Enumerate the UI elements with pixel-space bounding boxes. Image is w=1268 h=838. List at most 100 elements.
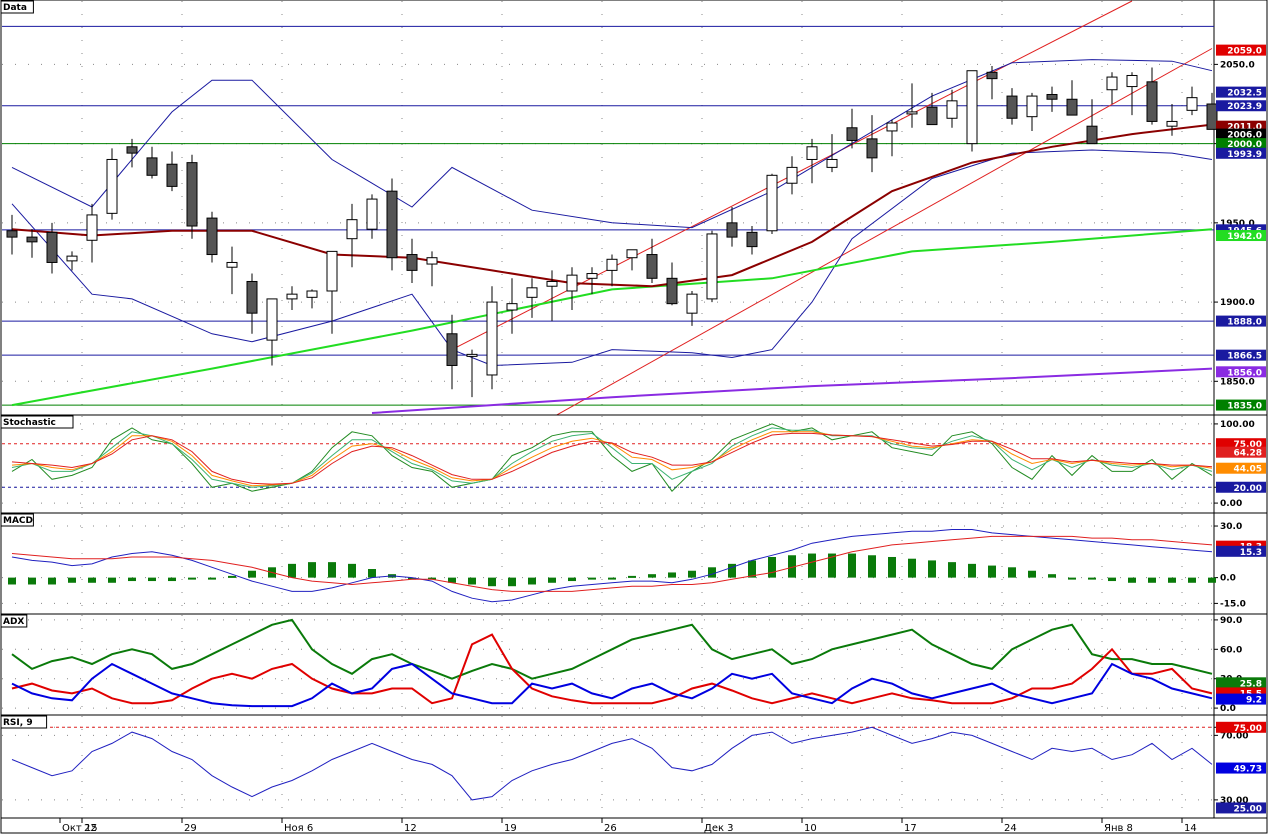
candle[interactable] (106, 158, 118, 214)
macd-histogram-bar (488, 577, 496, 587)
candle[interactable] (686, 293, 698, 314)
value-badge-text: 1888.0 (1227, 318, 1262, 328)
adx-series-line (11, 633, 1213, 705)
candle[interactable] (446, 333, 458, 366)
candle[interactable] (1126, 74, 1138, 88)
macd-histogram-bar (448, 577, 456, 583)
candle[interactable] (286, 293, 298, 300)
value-badge-bg (1216, 366, 1266, 378)
macd-histogram-bar (8, 577, 16, 585)
candle[interactable] (166, 163, 178, 187)
candle[interactable] (786, 166, 798, 184)
candle[interactable] (386, 190, 398, 259)
candle[interactable] (526, 287, 538, 298)
panel-title: Stochastic (3, 418, 56, 428)
candle[interactable] (806, 146, 818, 160)
candle[interactable] (246, 280, 258, 314)
candle[interactable] (946, 100, 958, 119)
panel-title-tab (0, 0, 34, 14)
candle[interactable] (926, 106, 938, 126)
candle[interactable] (46, 231, 58, 263)
candle[interactable] (586, 273, 598, 279)
x-tick-label: 19 (504, 823, 517, 834)
value-badge-text: 15.3 (1240, 548, 1262, 558)
candle[interactable] (1166, 120, 1178, 127)
candle[interactable] (1086, 125, 1098, 145)
candle[interactable] (1186, 97, 1198, 111)
candle[interactable] (226, 261, 238, 268)
value-badge-text: 1866.5 (1227, 352, 1262, 362)
candle[interactable] (646, 254, 658, 279)
candle[interactable] (986, 71, 998, 80)
candle[interactable] (866, 138, 878, 159)
candle[interactable] (6, 230, 18, 238)
value-badge-bg (1216, 224, 1266, 236)
macd-series-line (11, 529, 1213, 603)
candle[interactable] (1206, 103, 1218, 130)
candle[interactable] (406, 254, 418, 271)
candle[interactable] (466, 353, 478, 357)
candle[interactable] (846, 127, 858, 141)
candle[interactable] (1046, 93, 1058, 100)
candle[interactable] (626, 249, 638, 259)
panel-title: Data (3, 3, 27, 13)
candle[interactable] (666, 277, 678, 305)
panel-frame (0, 512, 1215, 615)
candle[interactable] (486, 301, 498, 376)
value-badge: 20.00 (1216, 481, 1266, 494)
value-badge: 44.05 (1216, 462, 1266, 475)
candle[interactable] (966, 70, 978, 145)
macd-histogram-bar (548, 577, 556, 583)
candle[interactable] (86, 214, 98, 241)
value-badge: 9.2 (1216, 693, 1266, 706)
candle[interactable] (546, 280, 558, 287)
value-badge: 2023.9 (1216, 100, 1266, 112)
value-badge-bg (1216, 545, 1266, 557)
adx-series-line (11, 662, 1213, 708)
candle[interactable] (66, 255, 78, 262)
candle[interactable] (1106, 76, 1118, 91)
candle[interactable] (726, 222, 738, 238)
candle[interactable] (146, 157, 158, 176)
candle[interactable] (326, 250, 338, 292)
value-badge-bg (1216, 138, 1266, 150)
candle[interactable] (1026, 95, 1038, 118)
candle[interactable] (886, 122, 898, 132)
candle[interactable] (746, 231, 758, 248)
macd-histogram-bar (88, 577, 96, 583)
candle[interactable] (606, 258, 618, 271)
candle[interactable] (506, 303, 518, 311)
candle[interactable] (906, 111, 918, 115)
candle[interactable] (306, 290, 318, 298)
candle[interactable] (1146, 81, 1158, 122)
macd-histogram-bar (608, 577, 616, 580)
candle[interactable] (566, 274, 578, 292)
candle[interactable] (426, 257, 438, 265)
candle[interactable] (366, 198, 378, 230)
value-badge: 1993.9 (1216, 147, 1266, 160)
candle[interactable] (26, 236, 38, 243)
candle[interactable] (826, 158, 838, 168)
panel-frame (0, 613, 1215, 716)
candle[interactable] (266, 298, 278, 341)
candle[interactable] (186, 162, 198, 227)
y-tick-label: 1900.0 (1220, 298, 1255, 308)
rsi-series-line (11, 726, 1213, 801)
candle[interactable] (1006, 95, 1018, 119)
macd-histogram-bar (1088, 577, 1096, 580)
candle[interactable] (346, 219, 358, 240)
candle[interactable] (206, 217, 218, 256)
macd-histogram-bar (48, 577, 56, 585)
candle[interactable] (706, 233, 718, 300)
value-badge-text: 1993.9 (1227, 150, 1262, 160)
value-badge: 1888.0 (1216, 315, 1266, 328)
value-badge-bg (1216, 677, 1266, 689)
value-badge-bg (1216, 315, 1266, 327)
candle[interactable] (1066, 98, 1078, 116)
candle[interactable] (766, 174, 778, 232)
candle[interactable] (126, 146, 138, 154)
panel-title: RSI, 9 (3, 718, 33, 728)
